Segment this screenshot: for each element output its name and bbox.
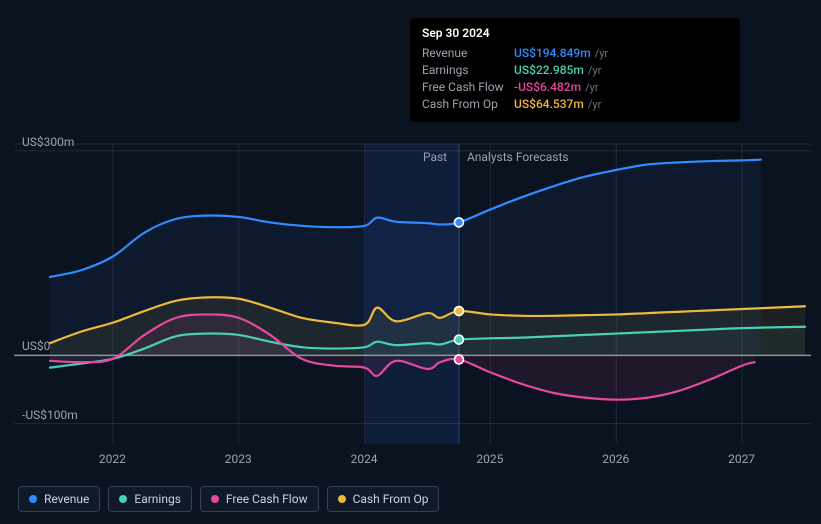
legend-item-cash-from-op[interactable]: Cash From Op <box>327 486 440 512</box>
tooltip-row: RevenueUS$194.849m/yr <box>422 46 728 60</box>
financials-chart: -US$100m US$0 US$300m 2022 2023 2024 2025 2026… <box>0 0 821 524</box>
legend-item-free-cash-flow[interactable]: Free Cash Flow <box>200 486 319 512</box>
x-tick-label: 2023 <box>225 452 252 466</box>
tooltip-row-value: US$22.985m <box>514 63 584 77</box>
legend-dot-icon <box>211 495 219 503</box>
tooltip-row-label: Cash From Op <box>422 97 514 111</box>
legend-dot-icon <box>29 495 37 503</box>
legend-item-revenue[interactable]: Revenue <box>18 486 100 512</box>
x-tick-label: 2027 <box>728 452 755 466</box>
legend-dot-icon <box>338 495 346 503</box>
tooltip-row-unit: /yr <box>595 47 608 60</box>
tooltip-row: EarningsUS$22.985m/yr <box>422 63 728 77</box>
legend-item-earnings[interactable]: Earnings <box>108 486 192 512</box>
tooltip-row-unit: /yr <box>585 81 598 94</box>
x-tick-label: 2026 <box>602 452 629 466</box>
legend-item-label: Earnings <box>134 492 181 506</box>
y-tick-label: US$0 <box>22 339 50 353</box>
legend-dot-icon <box>119 495 127 503</box>
tooltip-row-label: Free Cash Flow <box>422 80 514 94</box>
tooltip-row: Cash From OpUS$64.537m/yr <box>422 97 728 111</box>
y-tick-label: -US$100m <box>22 408 78 422</box>
tooltip-row-unit: /yr <box>588 64 601 77</box>
legend-item-label: Cash From Op <box>353 492 429 506</box>
tooltip-row-value: US$64.537m <box>514 97 584 111</box>
x-tick-label: 2025 <box>476 452 503 466</box>
tooltip-row: Free Cash Flow-US$6.482m/yr <box>422 80 728 94</box>
x-tick-label: 2022 <box>99 452 126 466</box>
tooltip-date: Sep 30 2024 <box>422 26 728 40</box>
tooltip-row-value: -US$6.482m <box>514 80 581 94</box>
hover-tooltip: Sep 30 2024 RevenueUS$194.849m/yrEarning… <box>410 18 740 122</box>
tooltip-row-value: US$194.849m <box>514 46 591 60</box>
y-tick-label: US$300m <box>22 135 74 149</box>
tooltip-row-label: Earnings <box>422 63 514 77</box>
past-label: Past <box>423 150 447 164</box>
legend-item-label: Free Cash Flow <box>226 492 308 506</box>
tooltip-row-unit: /yr <box>588 98 601 111</box>
forecast-label: Analysts Forecasts <box>467 150 569 164</box>
tooltip-row-label: Revenue <box>422 46 514 60</box>
legend-item-label: Revenue <box>44 492 89 506</box>
x-tick-label: 2024 <box>351 452 378 466</box>
legend: Revenue Earnings Free Cash Flow Cash From O… <box>18 486 439 512</box>
